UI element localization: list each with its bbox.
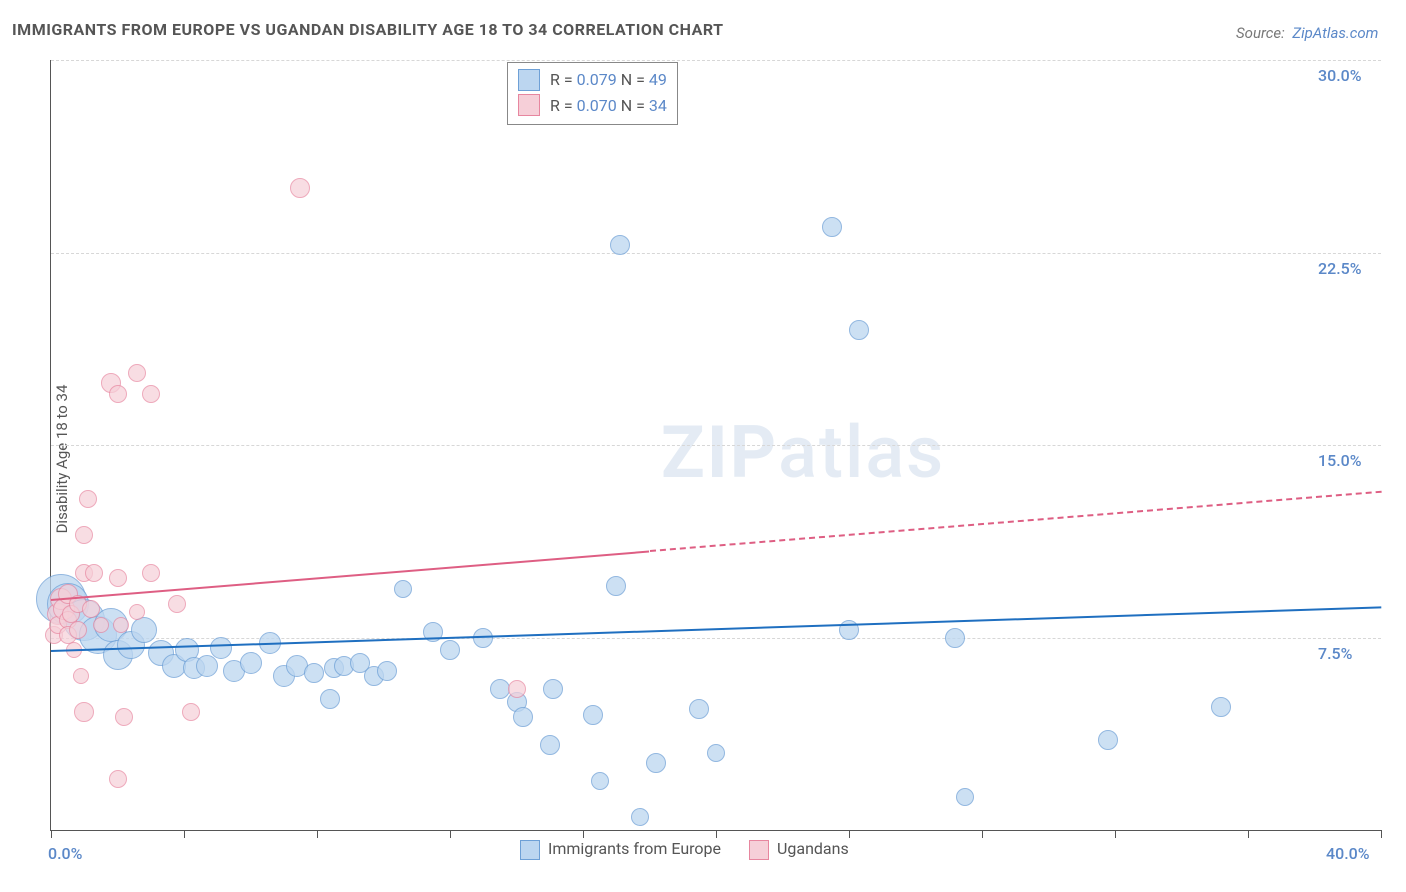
- gridline: [51, 253, 1381, 254]
- legend-swatch: [518, 94, 540, 116]
- data-point: [849, 320, 869, 340]
- source-attribution: Source: ZipAtlas.com: [1236, 24, 1378, 42]
- trend-line: [51, 607, 1381, 653]
- legend-label: Immigrants from Europe: [548, 839, 721, 858]
- data-point: [508, 680, 526, 698]
- y-tick-label: 30.0%: [1318, 66, 1362, 85]
- data-point: [69, 621, 87, 639]
- data-point: [956, 788, 974, 806]
- legend-swatch: [749, 840, 769, 860]
- legend-text: R = 0.079 N = 49: [550, 67, 667, 93]
- data-point: [822, 217, 842, 237]
- data-point: [583, 705, 603, 725]
- data-point: [606, 576, 626, 596]
- series-legend: Immigrants from Europe Ugandans: [520, 839, 849, 860]
- plot-area: ZIPatlas R = 0.079 N = 49R = 0.070 N = 3…: [50, 60, 1381, 831]
- x-tick: [450, 830, 451, 838]
- data-point: [93, 617, 109, 633]
- data-point: [377, 661, 397, 681]
- data-point: [543, 679, 563, 699]
- legend-row: R = 0.079 N = 49: [518, 67, 667, 93]
- x-tick: [982, 830, 983, 838]
- x-axis-min-label: 0.0%: [48, 844, 82, 863]
- watermark: ZIPatlas: [661, 410, 945, 495]
- source-label: Source:: [1236, 24, 1285, 42]
- data-point: [128, 364, 146, 382]
- data-point: [290, 178, 310, 198]
- x-tick: [849, 830, 850, 838]
- data-point: [168, 595, 186, 613]
- x-tick: [1381, 830, 1382, 838]
- data-point: [109, 770, 127, 788]
- legend-text: R = 0.070 N = 34: [550, 93, 667, 119]
- data-point: [115, 708, 133, 726]
- data-point: [129, 604, 145, 620]
- data-point: [85, 564, 103, 582]
- legend-item: Ugandans: [749, 839, 849, 860]
- data-point: [240, 652, 262, 674]
- data-point: [182, 703, 200, 721]
- data-point: [440, 640, 460, 660]
- legend-item: Immigrants from Europe: [520, 839, 721, 860]
- data-point: [610, 235, 630, 255]
- legend-row: R = 0.070 N = 34: [518, 93, 667, 119]
- data-point: [75, 526, 93, 544]
- x-tick: [1115, 830, 1116, 838]
- watermark-bold: ZIP: [661, 410, 778, 495]
- y-tick-label: 7.5%: [1318, 644, 1352, 663]
- data-point: [82, 600, 100, 618]
- trend-line: [649, 491, 1381, 552]
- x-tick: [184, 830, 185, 838]
- data-point: [304, 663, 324, 683]
- x-tick: [583, 830, 584, 838]
- gridline: [51, 638, 1381, 639]
- legend-label: Ugandans: [777, 839, 849, 858]
- data-point: [1098, 730, 1118, 750]
- gridline: [51, 445, 1381, 446]
- data-point: [945, 628, 965, 648]
- x-tick: [317, 830, 318, 838]
- legend-swatch: [520, 840, 540, 860]
- source-link[interactable]: ZipAtlas.com: [1292, 24, 1378, 42]
- data-point: [109, 569, 127, 587]
- data-point: [707, 744, 725, 762]
- data-point: [513, 707, 533, 727]
- x-tick: [1248, 830, 1249, 838]
- y-tick-label: 22.5%: [1318, 259, 1362, 278]
- data-point: [142, 564, 160, 582]
- data-point: [1211, 697, 1231, 717]
- data-point: [109, 385, 127, 403]
- x-axis-max-label: 40.0%: [1326, 844, 1370, 863]
- data-point: [131, 617, 157, 643]
- data-point: [320, 689, 340, 709]
- data-point: [142, 385, 160, 403]
- data-point: [210, 637, 232, 659]
- x-tick: [51, 830, 52, 838]
- data-point: [73, 668, 89, 684]
- x-tick: [716, 830, 717, 838]
- gridline: [51, 60, 1381, 61]
- correlation-legend: R = 0.079 N = 49R = 0.070 N = 34: [507, 62, 678, 125]
- data-point: [394, 580, 412, 598]
- data-point: [196, 655, 218, 677]
- watermark-light: atlas: [778, 410, 945, 495]
- data-point: [631, 808, 649, 826]
- data-point: [646, 753, 666, 773]
- data-point: [540, 735, 560, 755]
- data-point: [591, 772, 609, 790]
- data-point: [74, 702, 94, 722]
- chart-title: IMMIGRANTS FROM EUROPE VS UGANDAN DISABI…: [12, 20, 724, 39]
- data-point: [79, 490, 97, 508]
- legend-swatch: [518, 69, 540, 91]
- y-tick-label: 15.0%: [1318, 451, 1362, 470]
- data-point: [689, 699, 709, 719]
- trend-line: [51, 550, 650, 601]
- data-point: [113, 617, 129, 633]
